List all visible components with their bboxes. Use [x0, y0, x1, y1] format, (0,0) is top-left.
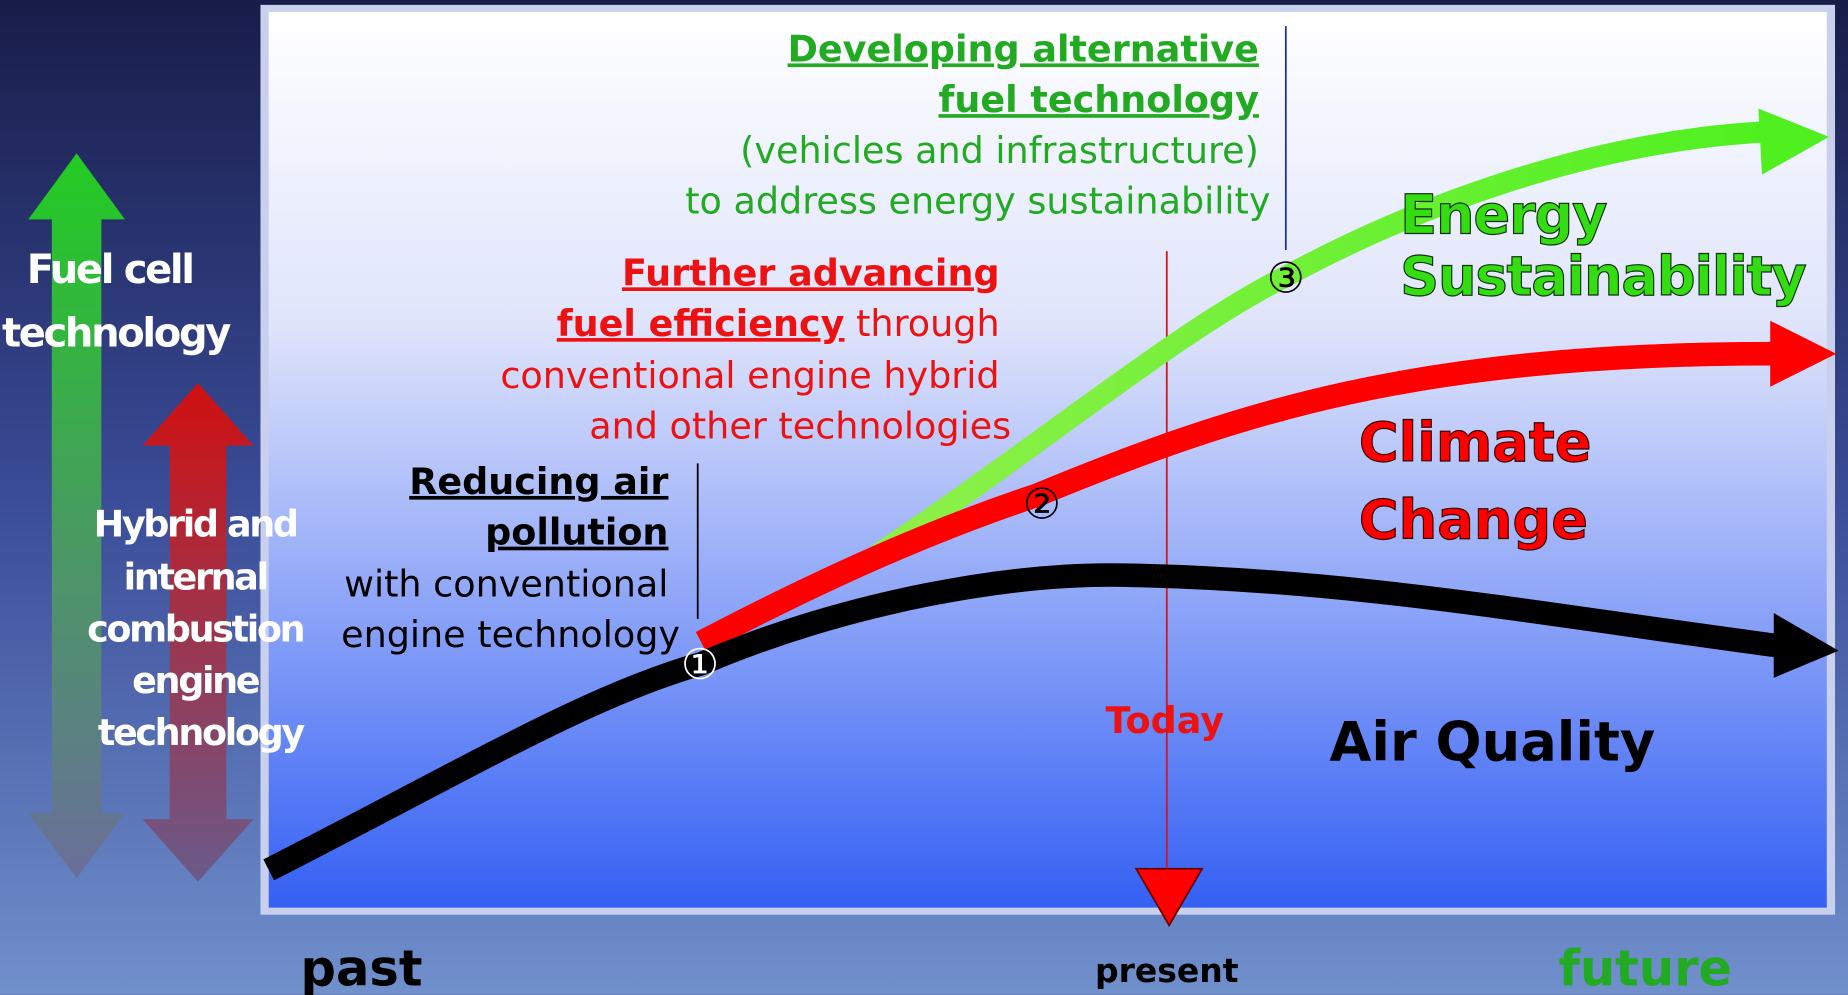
fuel-cell-arrow [28, 153, 125, 879]
hybrid-arrow [142, 383, 254, 882]
climate-label: Climate Change [1359, 411, 1611, 552]
marker: ③ [1267, 254, 1305, 303]
label-line: Hybrid and [94, 502, 297, 545]
energy-arrowhead [1758, 108, 1830, 175]
annotation-text: to address energy sustainability [685, 179, 1270, 222]
annotation-title: Reducing air [409, 460, 668, 503]
present-label: present [1095, 951, 1239, 990]
annotation-text: conventional engine hybrid [500, 354, 999, 397]
energy-label: Energy Sustainability [1400, 184, 1806, 308]
annotation-title: Further advancing [622, 251, 1000, 294]
annotation-title: pollution [485, 511, 668, 554]
annotation-text: with conventional [344, 563, 668, 606]
annotation-text: through [845, 302, 1000, 345]
label-line: Fuel cell [27, 247, 193, 293]
annotation-title: fuel efficiency [557, 302, 845, 345]
label-line: Energy [1400, 184, 1607, 247]
label-line: combustion [87, 607, 303, 650]
label-line: Sustainability [1400, 245, 1806, 308]
annotation-text: and other technologies [589, 405, 1011, 448]
past-label: past [301, 939, 423, 995]
step3-annotation: Developing alternative fuel technology (… [685, 27, 1270, 222]
label-line: technology [98, 711, 305, 754]
label-line: engine [132, 659, 259, 702]
label-line: internal [124, 555, 267, 598]
hybrid-label: Hybrid and internal combustion engine te… [87, 502, 313, 754]
today-label: Today [1105, 699, 1224, 742]
annotation-text: engine technology [341, 613, 680, 656]
annotation-text: (vehicles and infrastructure) [740, 129, 1259, 172]
annotation-title: fuel technology [939, 78, 1260, 121]
air-label: Air Quality [1329, 710, 1655, 773]
annotation-title: Developing alternative [788, 27, 1259, 70]
air-curve [263, 563, 1782, 881]
today-marker [1134, 867, 1204, 928]
label-line: Climate [1359, 411, 1592, 474]
fuel-cell-label: Fuel cell technology [2, 247, 231, 357]
step1-annotation: Reducing air pollution with conventional… [341, 460, 680, 656]
climate-arrowhead [1770, 320, 1837, 387]
label-line: technology [2, 311, 231, 357]
climate-curve [695, 341, 1774, 653]
label-line: Change [1359, 489, 1588, 552]
air-arrowhead [1773, 613, 1839, 678]
energy-curve [872, 121, 1763, 563]
marker: ② [1023, 481, 1061, 530]
future-label: future [1558, 939, 1732, 995]
step2-annotation: Further advancing fuel efficiency throug… [500, 251, 1011, 447]
marker: ① [681, 641, 719, 690]
